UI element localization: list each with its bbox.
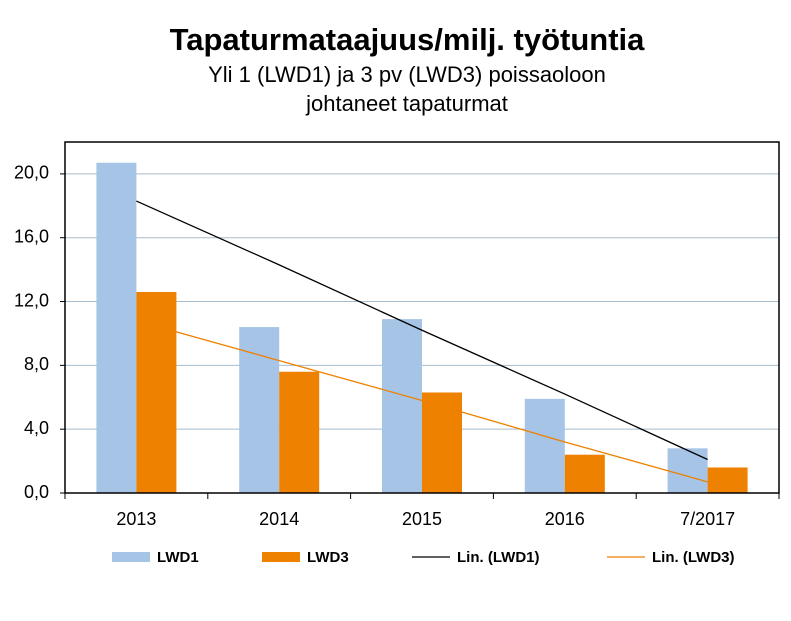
trend-line — [136, 320, 708, 483]
legend-label: Lin. (LWD1) — [457, 549, 540, 566]
chart-subtitle: Yli 1 (LWD1) ja 3 pv (LWD3) poissaoloon — [208, 62, 606, 87]
x-tick-label: 2013 — [116, 509, 156, 529]
legend-label: LWD1 — [157, 549, 199, 566]
y-tick-label: 20,0 — [14, 163, 49, 183]
x-tick-label: 2016 — [545, 509, 585, 529]
bar — [136, 291, 177, 493]
y-tick-label: 16,0 — [14, 226, 49, 246]
bar — [279, 371, 320, 493]
x-tick-label: 2014 — [259, 509, 299, 529]
bar — [564, 454, 605, 493]
plot-border — [64, 141, 780, 494]
legend-swatch — [262, 552, 300, 562]
bar — [707, 467, 748, 493]
chart-title: Tapaturmataajuus/milj. työtuntia — [170, 22, 646, 57]
y-tick-label: 8,0 — [24, 354, 49, 374]
chart-subtitle: johtaneet tapaturmat — [305, 91, 508, 116]
x-tick-label: 2015 — [402, 509, 442, 529]
bar — [667, 448, 708, 493]
y-tick-label: 0,0 — [24, 482, 49, 502]
bar — [96, 162, 137, 493]
trend-line — [136, 200, 708, 461]
bar — [239, 327, 280, 493]
y-tick-label: 4,0 — [24, 418, 49, 438]
legend-swatch — [112, 552, 150, 562]
bar — [524, 398, 565, 493]
x-tick-label: 7/2017 — [680, 509, 735, 529]
y-tick-label: 12,0 — [14, 290, 49, 310]
bar — [382, 319, 422, 493]
legend-label: Lin. (LWD3) — [652, 549, 735, 566]
legend-label: LWD3 — [307, 549, 349, 566]
bar — [422, 392, 462, 493]
